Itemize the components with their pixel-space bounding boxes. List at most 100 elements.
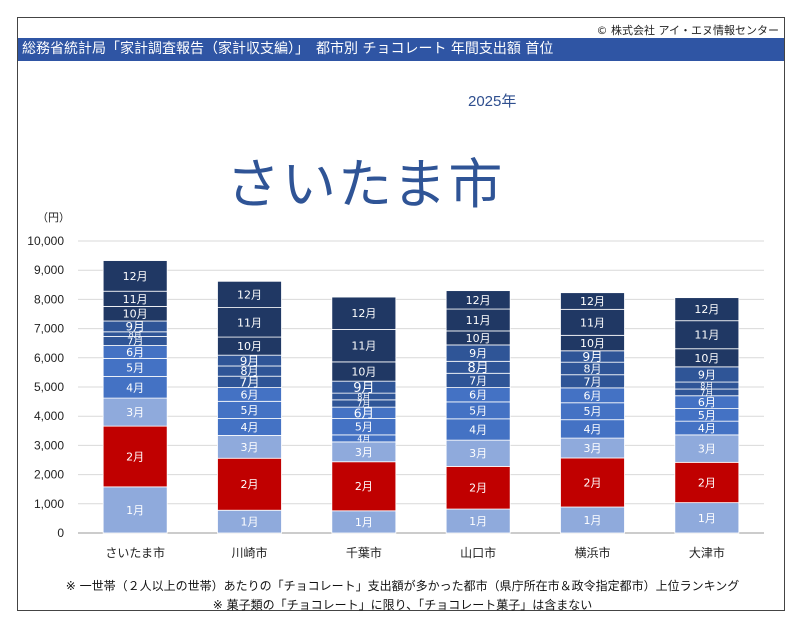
segment-label: 4月: [584, 423, 602, 436]
segment-label: 2月: [698, 476, 716, 489]
segment-label: 11月: [694, 329, 719, 342]
y-tick-label: 9,000: [34, 263, 64, 277]
segment-label: 9月: [240, 354, 259, 368]
segment-label: 2月: [355, 480, 373, 493]
x-category-label: 大津市: [689, 545, 725, 560]
bar-segment: [331, 461, 397, 512]
segment-label: 1月: [584, 514, 602, 527]
segment-label: 3月: [126, 406, 144, 419]
bar-segment: [674, 502, 740, 534]
segment-label: 11月: [466, 314, 491, 327]
segment-label: 1月: [241, 516, 259, 529]
segment-label: 9月: [582, 350, 602, 364]
y-tick-label: 8,000: [34, 292, 64, 306]
segment-label: 12月: [694, 303, 719, 316]
x-category-label: 横浜市: [574, 545, 610, 560]
bar-segment: [217, 280, 282, 308]
segment-label: 4月: [357, 434, 370, 443]
segment-label: 10月: [466, 332, 491, 345]
segment-label: 5月: [241, 404, 259, 417]
segment-label: 11月: [123, 293, 148, 306]
bar-segment: [445, 466, 511, 510]
segment-label: 4月: [241, 421, 259, 434]
segment-label: 12月: [580, 295, 605, 308]
segment-label: 7月: [584, 375, 602, 388]
segment-label: 8月: [468, 361, 489, 376]
chart-frame: [17, 17, 785, 611]
segment-label: 3月: [355, 446, 373, 459]
y-tick-label: 3,000: [34, 438, 64, 452]
segment-label: 9月: [353, 381, 374, 396]
year-label: 2025年: [468, 93, 517, 110]
x-category-label: さいたま市: [105, 545, 165, 560]
copyright-text: © 株式会社 アイ・エヌ情報センター: [596, 24, 779, 37]
segment-label: 5月: [469, 404, 487, 417]
y-axis: （円） 0 1,000 2,000 3,000 4,000 5,000 6,000 7,000 8…: [27, 211, 70, 540]
segment-label: 6月: [698, 396, 716, 409]
segment-label: 6月: [469, 389, 487, 402]
segment-label: 7月: [127, 336, 143, 348]
bar-segment: [445, 439, 511, 467]
segment-label: 3月: [241, 441, 259, 454]
segment-label: 5月: [355, 421, 373, 434]
x-category-label: 山口市: [460, 545, 496, 560]
segment-label: 4月: [698, 422, 716, 435]
x-axis: さいたま市 川崎市 千葉市 山口市 横浜市 大津市: [105, 545, 724, 560]
bar-segment: [560, 292, 625, 310]
chart-title-bar: 総務省統計局「家計調査報告（家計収支編）」 都市別 チョコレート 年間支出額 首…: [18, 38, 784, 61]
segment-label: 10月: [694, 352, 719, 365]
bar-segment: [102, 260, 168, 292]
bar-segment: [560, 308, 625, 336]
segment-label: 2月: [241, 478, 259, 491]
segment-label: 7月: [700, 388, 713, 397]
segment-label: 12月: [466, 294, 491, 307]
segment-label: 8月: [584, 362, 602, 375]
y-tick-label: 0: [57, 526, 64, 540]
segment-label: 5月: [584, 405, 602, 418]
bar-segment: [560, 457, 625, 508]
segment-label: 10月: [580, 337, 605, 350]
footnote-2: ※ 菓子類の「チョコレート」に限り、「チョコレート菓子」は含まない: [212, 598, 593, 612]
segment-label: 10月: [351, 365, 376, 378]
segment-label: 3月: [469, 447, 487, 460]
segment-label: 5月: [698, 409, 716, 422]
segment-label: 7月: [239, 375, 259, 389]
y-tick-label: 2,000: [34, 468, 64, 482]
bars-layer: 1月2月3月4月5月6月7月8月9月10月11月12月1月2月3月4月5月6月7…: [102, 260, 740, 534]
segment-label: 2月: [584, 476, 602, 489]
segment-label: 12月: [237, 288, 262, 301]
segment-label: 12月: [351, 307, 376, 320]
segment-label: 1月: [126, 504, 144, 517]
segment-label: 10月: [237, 340, 262, 353]
segment-label: 2月: [469, 482, 487, 495]
bar-segment: [331, 296, 397, 330]
y-tick-label: 5,000: [34, 380, 64, 394]
segment-label: 9月: [126, 320, 145, 334]
bar-segment: [217, 307, 282, 338]
segment-label: 1月: [698, 512, 716, 525]
footnote-1: ※ 一世帯（２人以上の世帯）あたりの「チョコレート」支出額が多かった都市（県庁所…: [65, 579, 740, 593]
segment-label: 3月: [698, 443, 716, 456]
segment-label: 4月: [126, 381, 144, 394]
segment-label: 6月: [354, 406, 374, 420]
segment-label: 9月: [469, 347, 487, 360]
segment-label: 7月: [357, 398, 371, 408]
bar-segment: [674, 434, 740, 463]
segment-label: 8月: [357, 392, 370, 401]
segment-label: 3月: [584, 442, 602, 455]
bar-segment: [102, 397, 168, 427]
segment-label: 2月: [126, 450, 144, 463]
bar-segment: [445, 290, 511, 310]
y-tick-label: 1,000: [34, 497, 64, 511]
segment-label: 5月: [126, 361, 144, 374]
y-tick-label: 10,000: [27, 234, 64, 248]
segment-label: 11月: [351, 340, 376, 353]
bar-segment: [102, 425, 168, 488]
segment-label: 6月: [241, 388, 259, 401]
